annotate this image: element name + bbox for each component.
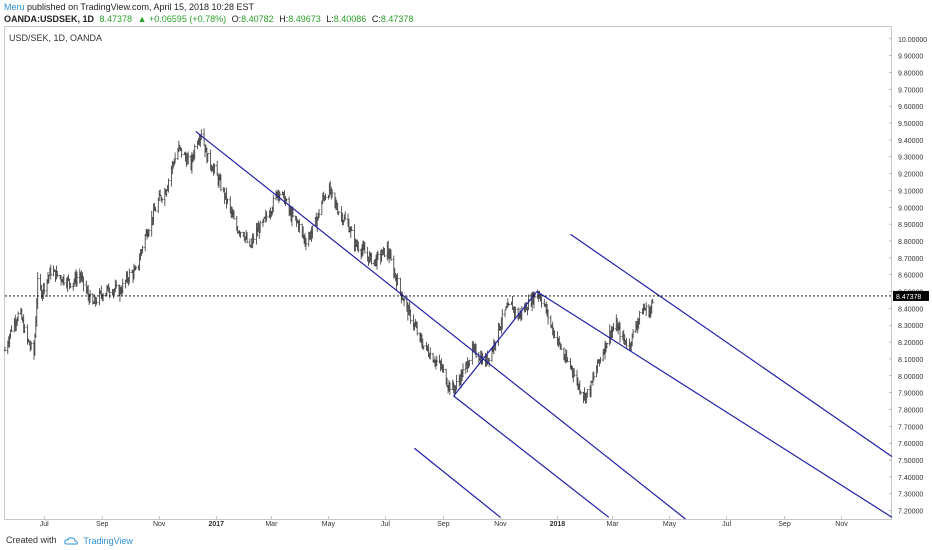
low-label: L: [326,14,334,24]
close-value: 8.47378 [380,14,414,24]
x-tick-label: Mar [607,521,620,528]
y-tick-label: 7.50000 [898,458,923,465]
chart-frame[interactable] [4,26,892,520]
y-tick-label: 9.40000 [898,138,923,145]
y-tick-label: 8.10000 [898,357,923,364]
high-label: H: [279,14,289,24]
y-tick-label: 9.00000 [898,205,923,212]
x-tick-label: Nov [494,521,507,528]
x-tick-label: Mar [265,521,278,528]
low-value: 8.40086 [333,14,367,24]
trendline [570,233,893,458]
y-tick-label: 7.30000 [898,492,923,499]
x-tick-label: Nov [153,521,166,528]
y-tick-label: 7.70000 [898,424,923,431]
author-link[interactable]: Meru [4,2,25,12]
price-change: +0.06595 (+0.78%) [149,14,227,24]
y-tick-label: 8.40000 [898,306,923,313]
tradingview-brand: TradingView [83,535,133,546]
created-with-text: Created with [6,535,57,545]
y-tick-label: 7.90000 [898,391,923,398]
x-tick-label: Sep [778,521,791,528]
current-price-label: 8.47378 [896,294,921,301]
y-tick-label: 9.70000 [898,87,923,94]
y-tick-label: 9.60000 [898,104,923,111]
y-tick-label: 7.80000 [898,407,923,414]
close-label: C: [371,14,381,24]
x-tick-label: May [322,521,336,528]
published-text: published on TradingView.com, April 15, … [27,2,255,12]
trendline [453,395,610,518]
x-tick-label: 2017 [208,521,224,528]
x-tick-label: Jul [722,521,731,528]
x-tick-label: Jul [381,521,390,528]
y-tick-label: 8.60000 [898,273,923,280]
y-tick-label: 9.80000 [898,70,923,77]
chart-title: USD/SEK, 1D, OANDA [9,33,103,43]
y-tick-label: 8.20000 [898,340,923,347]
up-arrow-icon: ▲ [137,14,147,24]
x-tick-label: Jul [40,521,49,528]
created-with-line: Created with TradingView [6,535,133,546]
x-tick-label: Sep [96,521,109,528]
y-tick-label: 8.30000 [898,323,923,330]
y-tick-label: 7.40000 [898,475,923,482]
trendline [453,291,538,397]
y-tick-label: 7.20000 [898,509,923,516]
last-price: 8.47378 [99,14,133,24]
publish-line: Meru published on TradingView.com, April… [4,2,254,12]
y-tick-label: 8.90000 [898,222,923,229]
high-value: 8.49673 [288,14,321,24]
x-tick-label: Sep [437,521,450,528]
cloud-icon [64,537,78,545]
y-tick-label: 9.10000 [898,188,923,195]
y-tick-label: 9.50000 [898,121,923,128]
y-tick-label: 8.80000 [898,239,923,246]
y-tick-label: 9.20000 [898,172,923,179]
trendline [195,130,686,520]
header: Meru published on TradingView.com, April… [0,0,932,26]
x-tick-label: May [663,521,677,528]
tradingview-logo[interactable]: TradingView [64,536,133,546]
quote-line: OANDA:USDSEK, 1D 8.47378 ▲ +0.06595 (+0.… [4,14,416,24]
footer: Created with TradingView [0,530,932,550]
y-tick-label: 9.30000 [898,155,923,162]
y-tick-label: 9.90000 [898,54,923,61]
x-tick-label: 2018 [550,521,566,528]
open-value: 8.40782 [241,14,274,24]
trendline [414,447,501,518]
y-tick-label: 8.00000 [898,374,923,381]
symbol-label: OANDA:USDSEK, 1D [4,14,95,24]
open-label: O: [231,14,242,24]
y-tick-label: 10.00000 [898,37,927,44]
current-price-tag [893,290,929,301]
y-tick-label: 8.70000 [898,256,923,263]
x-tick-label: Nov [835,521,848,528]
y-tick-label: 7.60000 [898,441,923,448]
trendline [536,291,893,518]
